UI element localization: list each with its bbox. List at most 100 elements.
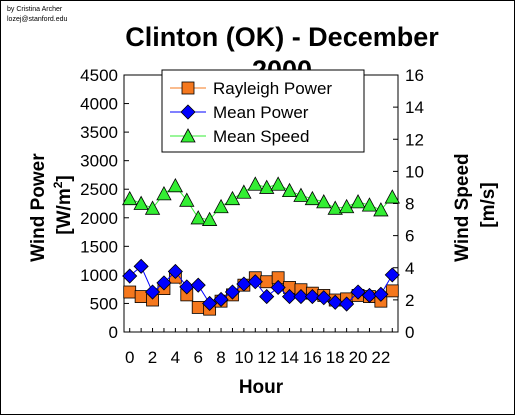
right-axis-tick-label: 16 bbox=[405, 66, 424, 85]
left-axis-tick-label: 500 bbox=[90, 294, 118, 313]
data-point bbox=[373, 202, 389, 217]
right-axis: 0 2 4 6 8 10 12 14 16 bbox=[393, 66, 424, 342]
left-axis-tick-label: 1500 bbox=[80, 237, 118, 256]
legend-entry: Mean Speed bbox=[170, 127, 309, 146]
data-point bbox=[384, 189, 400, 204]
data-point bbox=[167, 263, 183, 280]
data-point bbox=[316, 290, 332, 306]
data-point bbox=[133, 258, 149, 274]
data-point bbox=[247, 176, 263, 191]
legend-marker bbox=[180, 128, 196, 143]
data-point bbox=[144, 284, 161, 300]
x-axis-tick-label: 14 bbox=[280, 348, 299, 367]
data-point bbox=[224, 284, 241, 300]
data-point bbox=[156, 186, 172, 201]
data-point bbox=[259, 179, 275, 194]
data-point bbox=[327, 294, 343, 310]
legend-marker bbox=[181, 81, 195, 95]
data-point bbox=[384, 267, 400, 283]
y-axis-title-left-unit-sup: 2 bbox=[51, 181, 65, 188]
y-axis-title-left-main: Wind Power bbox=[28, 153, 49, 262]
left-axis-tick-label: 4000 bbox=[80, 95, 118, 114]
data-point bbox=[339, 296, 355, 312]
data-point bbox=[304, 190, 321, 206]
x-axis: 0 2 4 6 8 10 12 14 16 18 20 22 bbox=[125, 328, 393, 367]
data-point bbox=[247, 274, 263, 290]
data-point bbox=[179, 192, 195, 207]
data-point bbox=[236, 184, 252, 199]
legend-box bbox=[161, 69, 365, 153]
legend-label: Mean Speed bbox=[213, 127, 309, 146]
data-point bbox=[134, 290, 148, 303]
y-axis-title-right: Wind Speed [m/s] bbox=[452, 148, 499, 262]
y-axis-title-left: Wind Power [W/m2] bbox=[28, 148, 75, 262]
data-point bbox=[224, 190, 241, 206]
data-point bbox=[213, 291, 229, 308]
legend-label: Mean Power bbox=[213, 103, 309, 122]
data-point bbox=[156, 275, 172, 291]
legend-label: Rayleigh Power bbox=[213, 79, 332, 98]
right-axis-tick-label: 10 bbox=[405, 162, 424, 181]
data-point bbox=[123, 285, 137, 299]
x-axis-tick-label: 22 bbox=[371, 348, 390, 367]
data-point bbox=[281, 289, 298, 305]
left-axis-tick-label: 3500 bbox=[80, 123, 118, 142]
x-axis-tick-label: 8 bbox=[216, 348, 225, 367]
data-point bbox=[350, 194, 366, 209]
data-point bbox=[202, 295, 218, 312]
x-axis-tick-label: 20 bbox=[349, 348, 368, 367]
x-axis-tick-label: 16 bbox=[303, 348, 322, 367]
right-axis-tick-label: 6 bbox=[405, 227, 414, 246]
data-point bbox=[144, 200, 161, 215]
data-point bbox=[167, 177, 184, 193]
legend-entry: Mean Power bbox=[170, 103, 309, 122]
series-mean-power bbox=[122, 258, 400, 312]
svg-text:Wind Speed [m/s]: Wind Speed [m/s] bbox=[452, 148, 499, 262]
data-point bbox=[385, 284, 399, 298]
right-axis-tick-label: 2 bbox=[405, 291, 414, 310]
svg-text:Wind Power [W/m2]: Wind Power [W/m2] bbox=[28, 148, 75, 262]
data-point bbox=[270, 176, 286, 191]
data-point bbox=[133, 195, 149, 210]
data-point bbox=[361, 197, 378, 212]
x-axis-tick-label: 18 bbox=[326, 348, 345, 367]
y-axis-title-left-unit: [W/m bbox=[54, 188, 75, 234]
credit-author: by Cristina Archer bbox=[7, 6, 63, 13]
y-axis-title-left-unit-close: ] bbox=[54, 175, 75, 181]
data-point bbox=[293, 289, 309, 305]
series-mean-speed bbox=[122, 176, 400, 226]
legend-entry: Rayleigh Power bbox=[170, 79, 332, 98]
x-axis-tick-label: 0 bbox=[125, 348, 134, 367]
right-axis-tick-label: 8 bbox=[405, 195, 414, 214]
data-point bbox=[213, 198, 229, 214]
left-axis-tick-label: 2000 bbox=[80, 209, 118, 228]
data-point bbox=[270, 279, 286, 296]
right-axis-tick-label: 4 bbox=[405, 259, 414, 278]
left-axis-tick-label: 3000 bbox=[80, 152, 118, 171]
data-point bbox=[293, 187, 309, 202]
data-point bbox=[327, 200, 343, 215]
data-point bbox=[190, 210, 206, 225]
series-layer bbox=[122, 176, 400, 316]
data-point bbox=[304, 289, 320, 305]
data-point bbox=[350, 284, 366, 300]
left-axis-tick-label: 1000 bbox=[80, 266, 118, 285]
y-axis-title-right-unit: [m/s] bbox=[478, 182, 499, 227]
data-point bbox=[338, 198, 355, 214]
right-axis-tick-label: 0 bbox=[405, 323, 414, 342]
chart-title-line-1: Clinton (OK) - December bbox=[125, 22, 439, 52]
data-point bbox=[259, 289, 275, 305]
data-point bbox=[373, 286, 389, 302]
x-axis-tick-label: 4 bbox=[171, 348, 180, 367]
data-point bbox=[281, 182, 298, 198]
data-point bbox=[201, 211, 218, 226]
left-axis-tick-label: 4500 bbox=[80, 66, 118, 85]
data-point bbox=[122, 190, 138, 206]
data-point bbox=[316, 194, 332, 209]
left-axis-tick-label: 0 bbox=[109, 323, 118, 342]
right-axis-tick-label: 14 bbox=[405, 98, 424, 117]
data-point bbox=[190, 277, 206, 293]
legend-marker bbox=[180, 104, 196, 120]
data-point bbox=[361, 287, 378, 304]
